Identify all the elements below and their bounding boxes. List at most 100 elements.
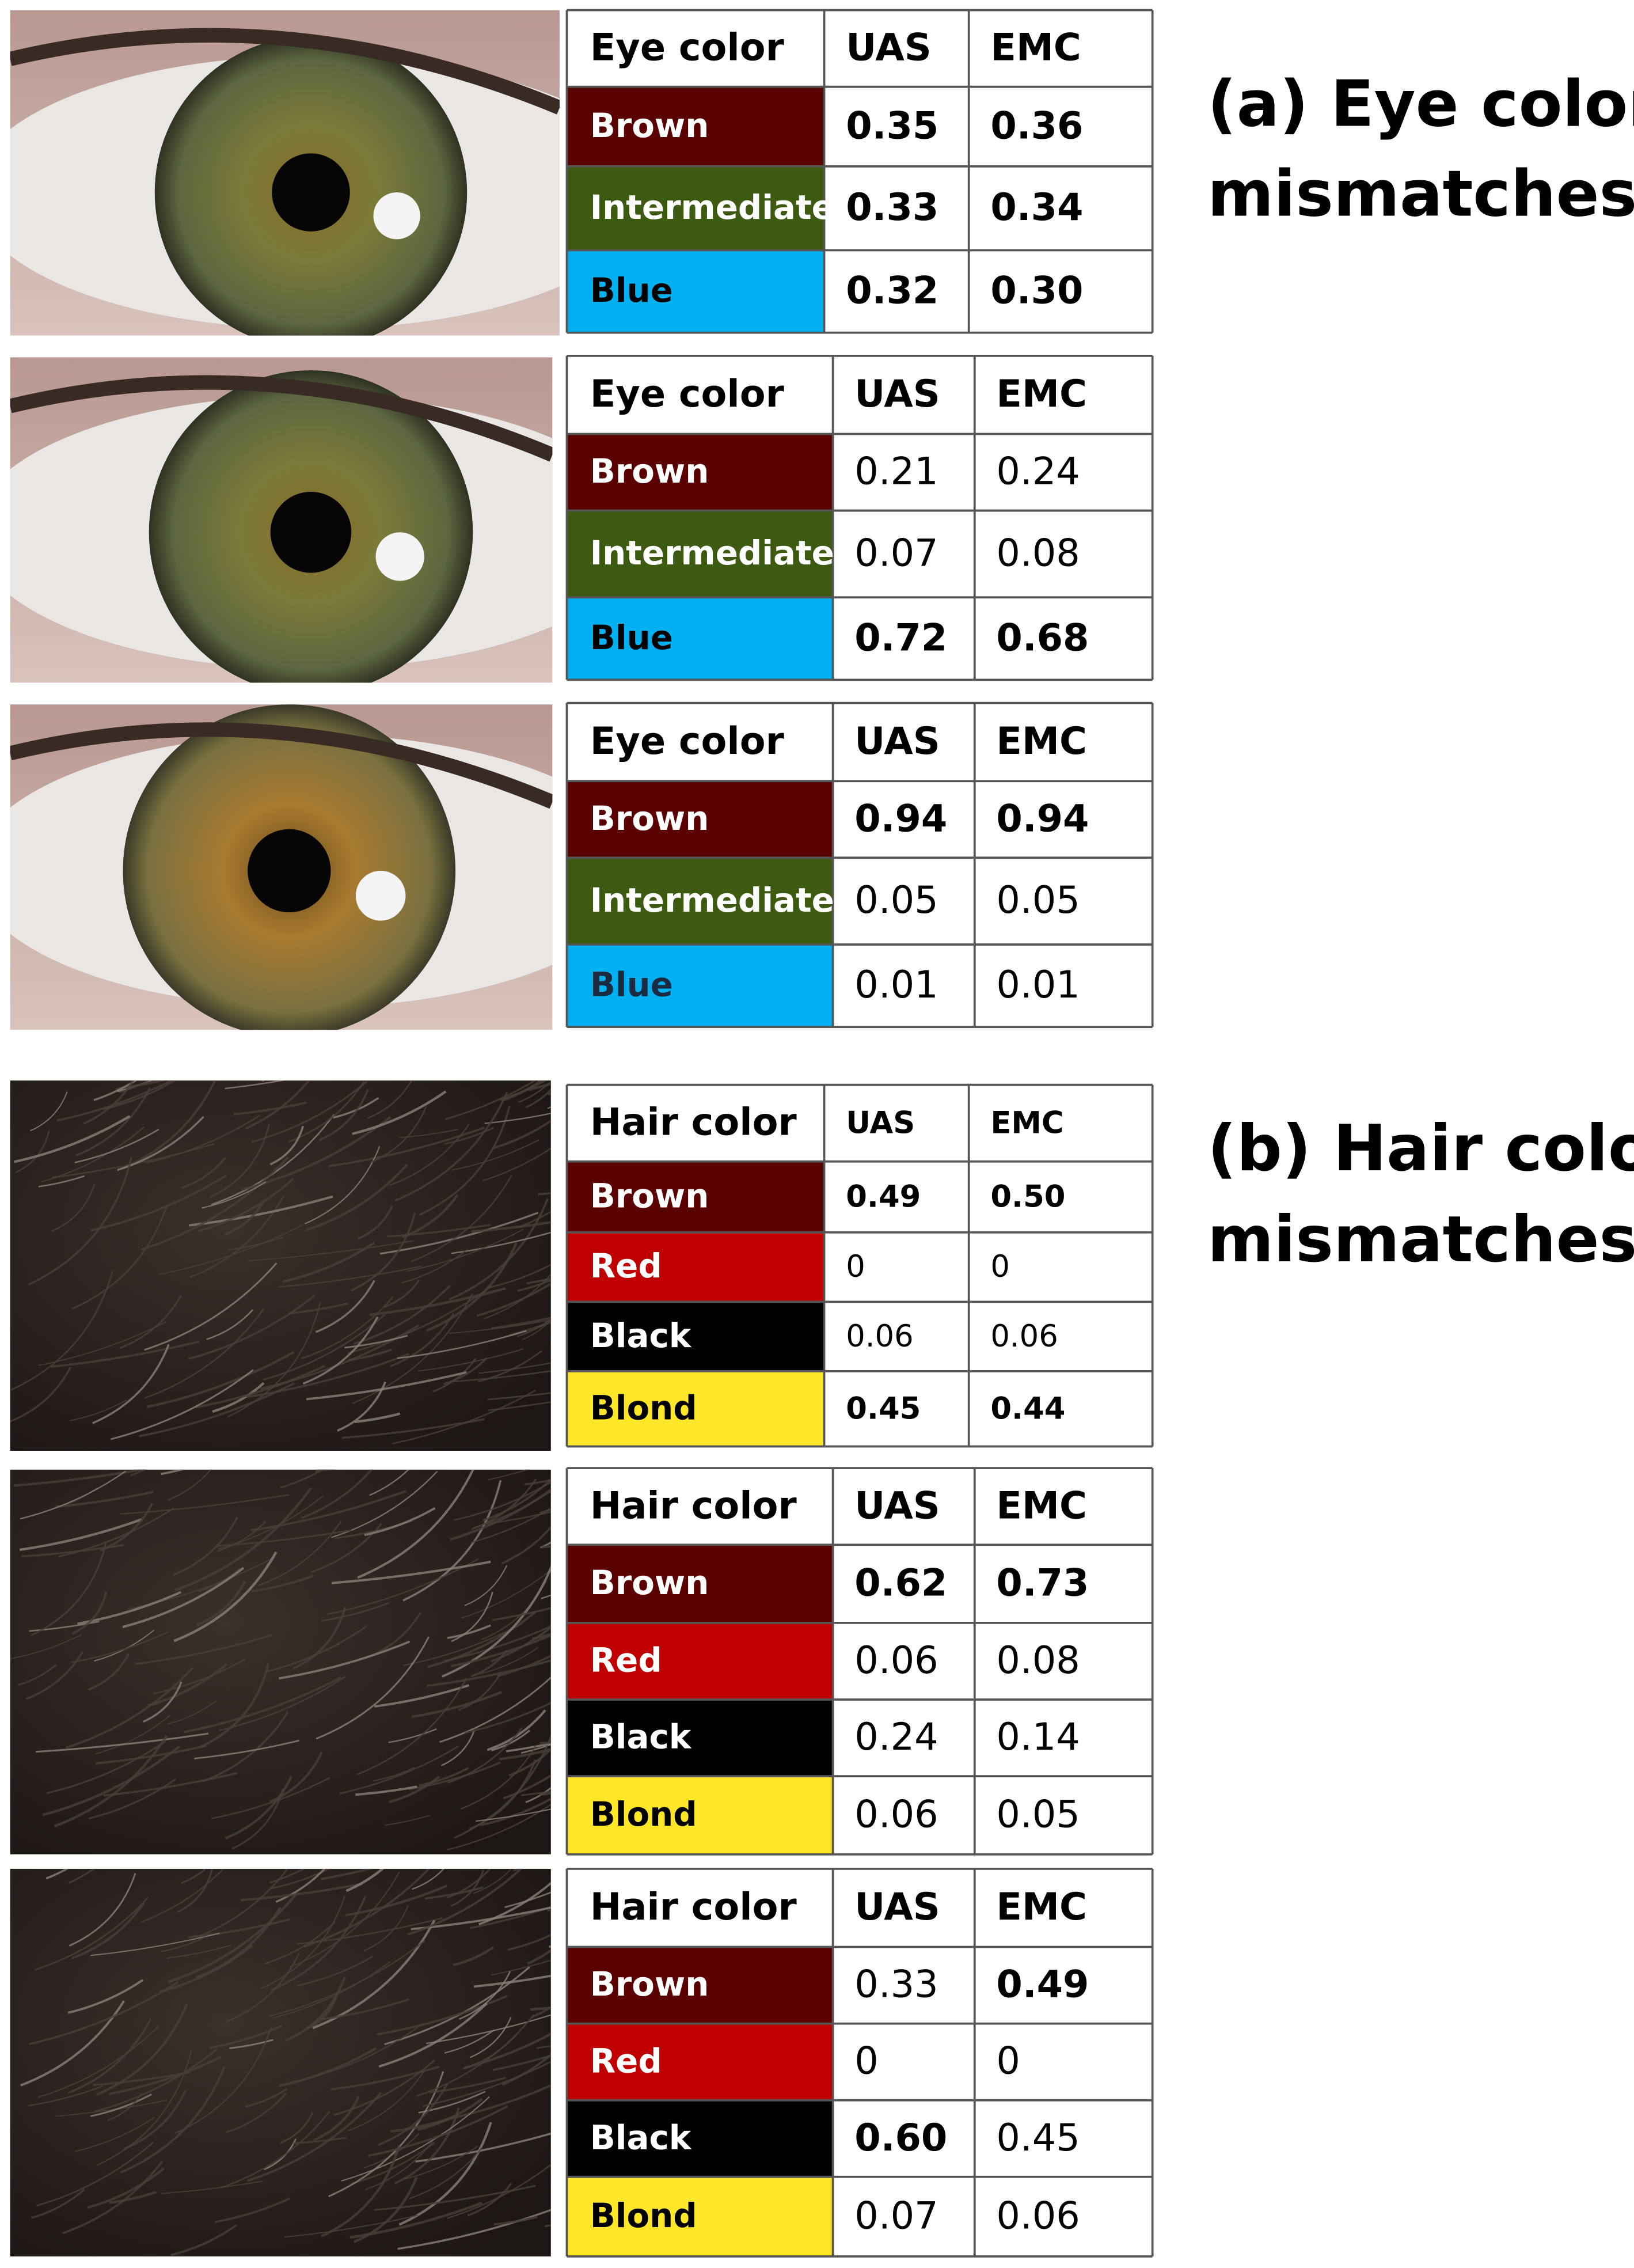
hair-strand xyxy=(417,1348,523,1372)
hair-strand xyxy=(444,1625,551,1662)
row-label: Intermediate xyxy=(590,533,834,572)
hair-strand xyxy=(181,1157,226,1189)
hair-strand xyxy=(541,1545,551,1549)
hair-strand xyxy=(491,1730,530,1751)
value-cell: 0.05 xyxy=(996,878,1080,922)
hair-strand xyxy=(271,1868,331,1890)
hair-strand xyxy=(487,1709,546,1751)
hair-strand xyxy=(36,1732,209,1753)
hair-strand xyxy=(374,1684,470,1708)
label-cell xyxy=(567,781,833,858)
hair-strand xyxy=(75,1087,151,1157)
header-cell: EMC xyxy=(996,1885,1086,1929)
hair-strand xyxy=(320,1998,409,2021)
header-cell: EMC xyxy=(990,1105,1063,1140)
hair-strand xyxy=(508,1933,551,1951)
hair-strand xyxy=(211,1777,330,1820)
hair-strand xyxy=(429,2076,506,2093)
hair-strand xyxy=(20,1470,127,1520)
hair-strand xyxy=(161,2180,263,2194)
hair-strand xyxy=(499,1080,548,1101)
hair-strand xyxy=(426,1242,518,1332)
hair-strand xyxy=(442,1565,551,1678)
hair-strand xyxy=(120,2065,226,2174)
hair-strand xyxy=(427,1611,536,1668)
hair-strand xyxy=(401,1248,469,1284)
hair-strand xyxy=(489,1264,551,1288)
hair-strand xyxy=(145,1114,261,1164)
hair-strand xyxy=(471,1478,537,1530)
hair-strand xyxy=(444,1080,537,1120)
hair-strand xyxy=(71,1902,145,1960)
hair-strand xyxy=(539,1741,551,1745)
hair-strand xyxy=(122,1567,245,1629)
hair-strand xyxy=(214,2197,291,2223)
hair-strand xyxy=(353,2176,418,2244)
highlight xyxy=(375,532,424,581)
hair-strand xyxy=(313,2095,360,2141)
value-cell: 0.72 xyxy=(854,616,947,659)
hair-strand xyxy=(119,1295,183,1349)
row-label: Brown xyxy=(590,106,709,145)
hair-strand xyxy=(216,1520,267,1552)
value-cell: 0.08 xyxy=(996,1639,1080,1682)
hair-strand xyxy=(233,1101,307,1116)
row-label: Blue xyxy=(590,271,673,310)
hair-strand xyxy=(142,1681,183,1723)
value-cell: 0.68 xyxy=(996,616,1089,659)
hair-strand xyxy=(321,1868,374,1880)
value-cell: 0.07 xyxy=(854,531,938,575)
hair-strand xyxy=(482,1273,551,1320)
value-cell: 0.14 xyxy=(996,1715,1080,1759)
hair-strand xyxy=(195,1365,325,1409)
header-cell: UAS xyxy=(854,719,940,763)
value-cell: 0 xyxy=(996,2039,1020,2083)
header-cell: Eye color xyxy=(590,26,784,70)
hair-strand xyxy=(265,1625,367,1673)
hair-strand xyxy=(491,1625,551,1663)
header-cell: EMC xyxy=(996,1484,1086,1527)
hair-strand xyxy=(228,1236,284,1251)
hair-strand xyxy=(492,2054,551,2071)
hair-strand xyxy=(369,1469,410,1496)
hair-strand xyxy=(397,2209,551,2250)
hair-strand xyxy=(13,1469,146,1487)
hair-strand xyxy=(258,1520,342,1587)
header-cell: UAS xyxy=(854,1484,940,1527)
row-label: Blond xyxy=(590,1388,697,1427)
hair-strand xyxy=(318,1089,369,1141)
hair-strand xyxy=(321,1602,390,1622)
hair-strand xyxy=(378,2083,449,2146)
eyelid xyxy=(10,375,553,462)
hair-strand xyxy=(531,2006,551,2018)
hair-strand xyxy=(147,1351,295,1408)
row-label: Red xyxy=(590,1641,662,1680)
hair-strand xyxy=(177,1868,213,1913)
hair-strand xyxy=(246,1353,410,1398)
hair-strand xyxy=(29,1091,68,1132)
value-cell: 0.08 xyxy=(996,531,1080,575)
hair-strand xyxy=(384,1814,431,1826)
hair-photo xyxy=(10,1080,551,1451)
hair-strand xyxy=(144,1262,278,1351)
hair-strand xyxy=(513,1868,522,1871)
hair-strand xyxy=(198,1567,241,1592)
hair-strand xyxy=(37,2025,160,2098)
hair-strand xyxy=(240,1882,363,1902)
hair-strand xyxy=(378,2002,488,2068)
header-cell: Hair color xyxy=(590,1101,797,1144)
hair-strand xyxy=(93,1080,138,1101)
hair-strand xyxy=(141,1156,289,1251)
hair-strand xyxy=(92,1344,170,1424)
hair-strand xyxy=(29,1621,100,1632)
value-cell: 0.94 xyxy=(854,797,947,840)
hair-strand xyxy=(71,1631,169,1663)
hair-strand xyxy=(284,2214,419,2238)
hair-strand xyxy=(35,1897,149,1971)
hair-strand xyxy=(25,1651,84,1700)
hair-strand xyxy=(115,1080,167,1091)
hair-strand xyxy=(450,1869,484,1907)
hair-strand xyxy=(547,1106,551,1109)
hair-strand xyxy=(195,1906,282,1979)
